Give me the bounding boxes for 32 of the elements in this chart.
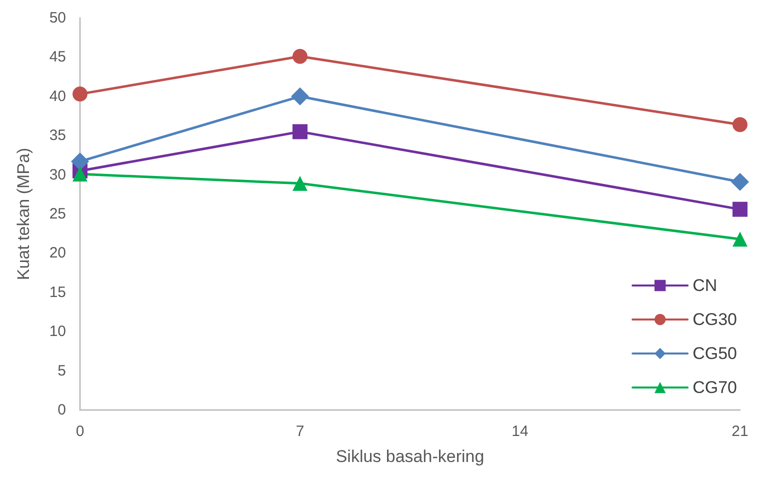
y-tick-label: 35 [49, 127, 66, 144]
point [292, 176, 308, 191]
x-tick-label: 14 [512, 423, 528, 440]
y-tick-label: 0 [58, 402, 66, 418]
x-tick-label: 21 [732, 423, 748, 440]
y-tick-label: 30 [49, 166, 66, 184]
point [732, 202, 748, 217]
x-tick-label: 0 [76, 423, 84, 440]
point [72, 166, 88, 182]
x-tick-label: 7 [296, 423, 304, 440]
y-tick-label: 50 [49, 10, 66, 26]
y-tick-label: 15 [49, 284, 66, 301]
point [732, 117, 748, 132]
y-tick-label: 5 [58, 362, 66, 380]
point [292, 124, 308, 140]
y-tick-label: 40 [49, 88, 66, 105]
x-axis-title: Siklus basah-kering [336, 447, 484, 466]
point [732, 232, 748, 247]
legend-label: CG70 [692, 378, 738, 397]
point [292, 48, 308, 64]
y-tick-label: 10 [49, 323, 66, 340]
y-tick-label: 45 [49, 48, 66, 66]
legend-label: CN [692, 276, 718, 295]
legend-label: CG30 [692, 310, 738, 329]
y-axis-title: Kuat tekan (MPa) [14, 148, 33, 280]
y-tick-label: 20 [49, 244, 66, 262]
point [71, 152, 89, 170]
y-tick-label: 25 [49, 206, 66, 222]
point [72, 86, 88, 102]
point [731, 172, 749, 191]
point [291, 87, 309, 106]
legend-label: CG50 [692, 344, 738, 363]
